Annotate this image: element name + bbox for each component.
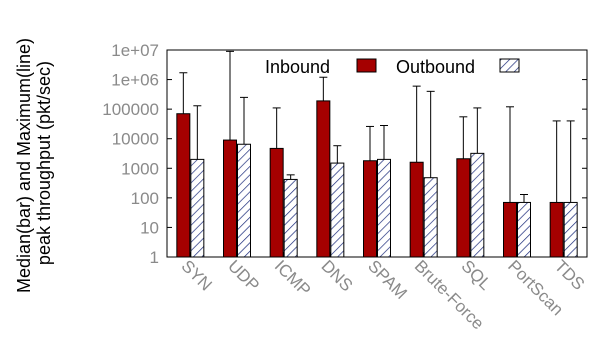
bar-outbound-udp (237, 143, 251, 258)
bar-inbound-syn (176, 113, 191, 258)
x-tick-label-dns: DNS (318, 256, 357, 295)
x-tick-label-udp: UDP (224, 256, 263, 295)
bar-inbound-udp (223, 139, 237, 258)
bar-outbound-portscan (517, 201, 531, 258)
y-axis-label-line-1: Median(bar) and Maximum(line) (14, 38, 34, 293)
bar-outbound-brute-force (423, 177, 438, 258)
bar-inbound-dns (316, 100, 331, 258)
bar-outbound-dns (330, 162, 345, 258)
max-lines (179, 50, 575, 203)
y-tick-label: 100000 (102, 100, 159, 119)
bar-outbound-sql (470, 152, 485, 258)
legend-swatch-inbound (356, 58, 377, 73)
x-tick-label-sql: SQL (458, 256, 495, 293)
bar-outbound-spam (377, 158, 391, 258)
y-tick-label: 1e+06 (111, 71, 159, 90)
legend: Inbound Outbound (265, 57, 520, 77)
legend-swatch-outbound (499, 58, 520, 73)
y-axis-label: Median(bar) and Maximum(line) peak throu… (14, 33, 54, 293)
y-axis-label-line-2: peak throughput (pkt/sec) (34, 61, 54, 265)
x-tick-label-tds: TDS (551, 256, 588, 293)
bar-outbound-syn (190, 158, 205, 258)
legend-label-inbound: Inbound (265, 57, 330, 77)
y-tick-label: 10000 (112, 130, 159, 149)
x-tick-label-syn: SYN (178, 256, 216, 294)
bar-inbound-spam (363, 160, 377, 258)
y-tick-label: 10 (140, 218, 159, 237)
bar-inbound-brute-force (409, 161, 424, 258)
legend-label-outbound: Outbound (396, 57, 475, 77)
y-tick-label: 100 (131, 189, 159, 208)
y-tick-labels: 1 10 100 1000 10000 100000 1e+06 1e+07 (102, 41, 159, 267)
bar-inbound-sql (456, 158, 471, 258)
x-tick-label-icmp: ICMP (271, 256, 314, 299)
bar-inbound-icmp (269, 147, 284, 258)
bar-outbound-icmp (283, 178, 298, 258)
x-tick-label-spam: SPAM (364, 256, 411, 303)
bar-outbound-tds (563, 201, 578, 258)
y-tick-label: 1000 (121, 159, 159, 178)
bar-inbound-tds (549, 201, 564, 258)
y-tick-label: 1e+07 (111, 41, 159, 60)
y-tick-label: 1 (150, 248, 159, 267)
bar-inbound-portscan (503, 201, 517, 258)
bars (176, 100, 578, 258)
